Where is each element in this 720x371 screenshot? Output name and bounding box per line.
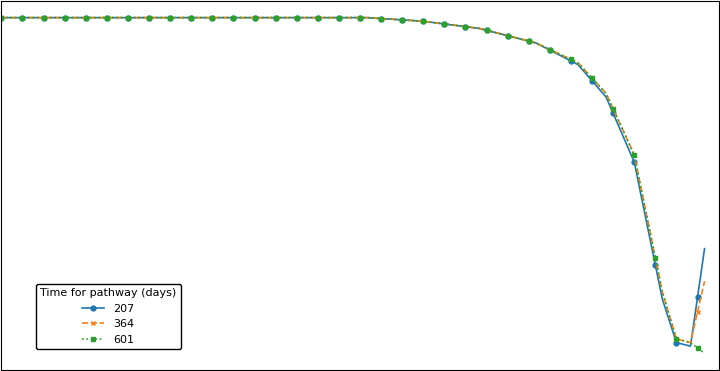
207 [490,30,498,34]
Line: 207: 207 [0,15,707,349]
601 [490,30,498,34]
Line: 364: 364 [0,15,707,345]
207 [0,16,6,20]
364 [173,16,181,20]
601 [0,16,6,20]
601 [419,19,428,23]
364 [0,16,6,20]
601 [173,16,181,20]
207 [173,16,181,20]
207 [701,246,709,251]
Legend: 207, 364, 601: 207, 364, 601 [35,284,181,349]
364 [320,16,329,20]
Line: 601: 601 [0,16,706,355]
601 [320,16,329,20]
207 [320,16,329,20]
364 [524,39,533,43]
364 [490,30,498,34]
207 [686,344,695,348]
364 [46,16,55,20]
364 [686,340,695,345]
364 [701,279,709,283]
207 [46,16,55,20]
364 [419,19,428,23]
601 [46,16,55,20]
601 [701,351,709,355]
207 [419,19,428,23]
601 [524,39,533,43]
207 [524,39,533,43]
